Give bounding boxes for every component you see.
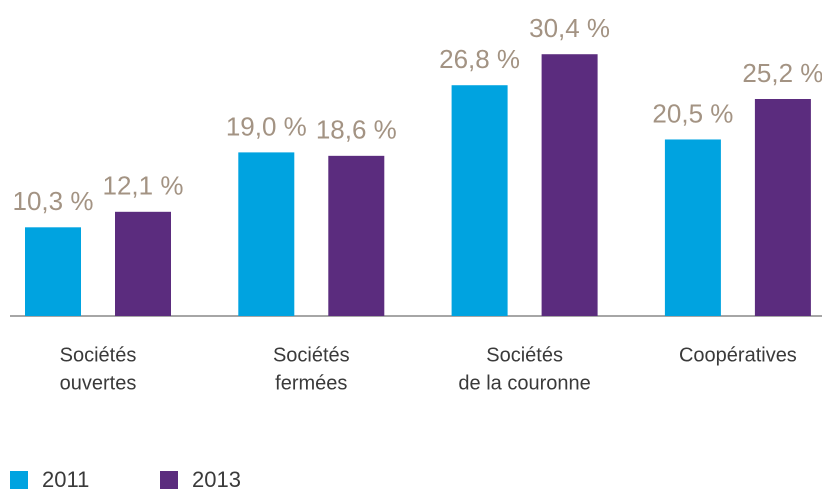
value-label: 20,5 % <box>652 98 733 128</box>
x-tick-label: Sociétés <box>60 344 137 366</box>
bar <box>754 99 811 316</box>
value-label: 30,4 % <box>529 13 610 43</box>
bar <box>541 54 598 316</box>
legend-swatch <box>160 471 178 489</box>
value-label: 12,1 % <box>103 171 184 201</box>
bar <box>238 152 295 316</box>
bar <box>328 155 385 316</box>
x-tick-label: Sociétés <box>273 344 350 366</box>
legend-label: 2011 <box>42 467 89 491</box>
legend-swatch <box>10 471 28 489</box>
bar <box>25 227 81 316</box>
x-tick-label: ouvertes <box>60 372 137 394</box>
x-tick-label: Coopératives <box>679 344 797 366</box>
bar <box>115 211 171 316</box>
value-label: 18,6 % <box>316 115 397 145</box>
x-tick-label: Sociétés <box>486 344 563 366</box>
x-tick-label: de la couronne <box>458 372 590 394</box>
value-label: 19,0 % <box>226 111 307 141</box>
bar <box>664 139 721 316</box>
bar <box>451 85 508 316</box>
value-label: 25,2 % <box>742 58 822 88</box>
legend-label: 2013 <box>192 467 241 491</box>
value-label: 26,8 % <box>439 44 520 74</box>
value-label: 10,3 % <box>13 186 94 216</box>
x-tick-label: fermées <box>275 372 347 394</box>
